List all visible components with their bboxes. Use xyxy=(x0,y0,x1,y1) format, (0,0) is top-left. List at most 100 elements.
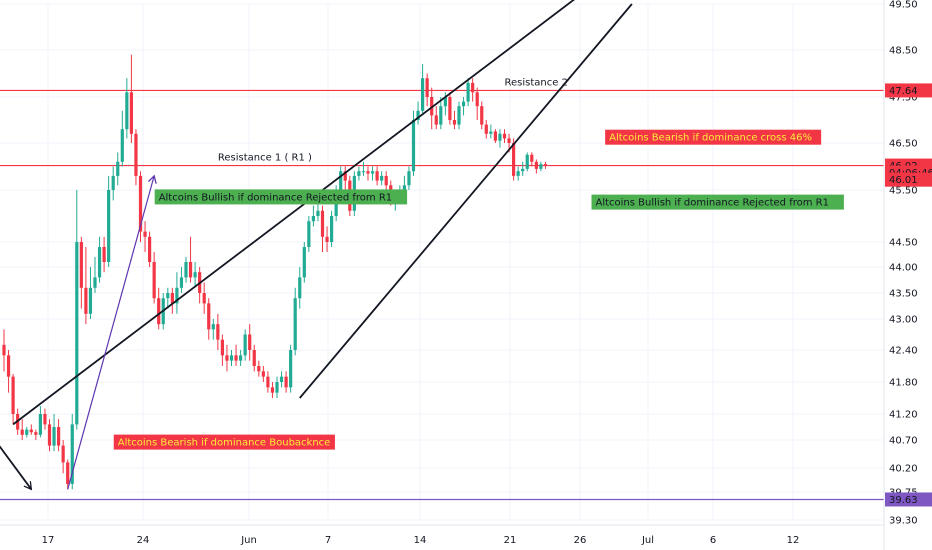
candle xyxy=(93,257,97,293)
candle xyxy=(484,120,488,139)
candle-body xyxy=(211,324,215,330)
candle-body xyxy=(175,287,179,304)
candle xyxy=(448,92,452,125)
candle-body xyxy=(411,120,416,172)
candle xyxy=(175,272,179,314)
candle xyxy=(471,78,475,102)
trend-line xyxy=(299,3,633,399)
candle xyxy=(202,282,206,314)
candle-body xyxy=(534,161,538,169)
candle-body xyxy=(116,161,120,176)
candle-body xyxy=(543,164,548,166)
candle xyxy=(6,350,11,393)
candle-body xyxy=(261,371,265,377)
candle-body xyxy=(234,355,238,361)
candle-body xyxy=(434,115,438,125)
candle-body xyxy=(157,298,161,325)
candle xyxy=(116,152,120,186)
candle-body xyxy=(166,293,170,299)
candle-body xyxy=(498,133,502,141)
horizontal-lines xyxy=(0,89,884,501)
candle-body xyxy=(52,427,56,446)
candle-body xyxy=(425,78,429,97)
candle xyxy=(79,236,83,309)
price-badge-label: 47.64 xyxy=(889,86,918,97)
y-tick-label: 44.50 xyxy=(889,238,918,249)
candle-body xyxy=(248,334,252,350)
candle-body xyxy=(66,462,70,484)
candle xyxy=(211,319,215,340)
candle xyxy=(521,161,525,176)
candle xyxy=(502,129,507,143)
candle xyxy=(157,287,161,330)
candle xyxy=(461,97,466,116)
candle-body xyxy=(34,432,38,435)
y-tick-label: 46.50 xyxy=(889,139,918,150)
x-tick-label: 24 xyxy=(137,535,150,546)
candle-body xyxy=(421,78,425,111)
price-axis[interactable]: 49.50 48.50 47.50 46.50 45.50 44.50 44.00 43.50… xyxy=(889,0,918,527)
candle xyxy=(302,242,306,283)
annotation-label: Resistance 1 ( R1 ) xyxy=(218,153,312,164)
y-tick-label: 40.20 xyxy=(889,464,918,475)
candle-body xyxy=(57,427,61,446)
candle-body xyxy=(298,277,302,299)
candle xyxy=(248,324,252,361)
candle xyxy=(225,344,229,372)
time-axis[interactable]: 17 24 Jun 7 14 21 26 Jul 6 12 xyxy=(42,535,800,546)
annotation-text: Altcoins Bearish if dominance cross 46% xyxy=(609,133,812,144)
candle-body xyxy=(357,171,361,176)
candle xyxy=(357,166,361,181)
candle xyxy=(179,267,184,293)
candle xyxy=(284,371,288,393)
candle-body xyxy=(416,110,420,120)
candle-body xyxy=(43,414,47,425)
candle-body xyxy=(484,124,488,134)
candle-body xyxy=(521,168,525,172)
candle-body xyxy=(311,216,315,222)
candle-body xyxy=(270,387,275,393)
candle xyxy=(530,152,534,167)
candle xyxy=(293,287,297,356)
x-tick-label: 14 xyxy=(414,535,427,546)
annotation-box xyxy=(113,434,335,450)
price-badge-label: 39.63 xyxy=(889,495,918,506)
candle-body xyxy=(339,171,343,190)
candle xyxy=(361,161,366,176)
candle xyxy=(320,205,325,252)
candle xyxy=(120,110,124,167)
candle xyxy=(166,287,170,309)
candle xyxy=(498,129,502,148)
candle-body xyxy=(307,221,311,247)
candle xyxy=(266,371,270,393)
candle xyxy=(70,414,74,490)
candle-body xyxy=(507,138,511,143)
candle-body xyxy=(530,154,534,162)
x-tick-label: 12 xyxy=(787,535,800,546)
candle-body xyxy=(320,210,325,237)
candle xyxy=(220,334,224,366)
candle xyxy=(539,161,543,172)
candle-body xyxy=(170,293,174,304)
candle xyxy=(475,87,479,120)
candle xyxy=(134,129,138,186)
candle xyxy=(38,406,42,438)
trend-line xyxy=(12,0,575,426)
candle-body xyxy=(525,154,529,169)
candle-body xyxy=(138,175,143,232)
candle xyxy=(207,298,211,340)
candle xyxy=(425,73,429,107)
candle xyxy=(279,371,284,388)
candle-body xyxy=(316,210,320,216)
candle-body xyxy=(6,355,11,377)
candle-body xyxy=(79,242,83,288)
candle-body xyxy=(489,131,493,134)
candle xyxy=(325,226,329,252)
x-tick-label: Jun xyxy=(240,535,257,546)
candle-body xyxy=(220,339,224,356)
y-tick-label: 49.50 xyxy=(889,0,918,11)
candle-body xyxy=(443,97,447,107)
candle-body xyxy=(407,171,411,186)
